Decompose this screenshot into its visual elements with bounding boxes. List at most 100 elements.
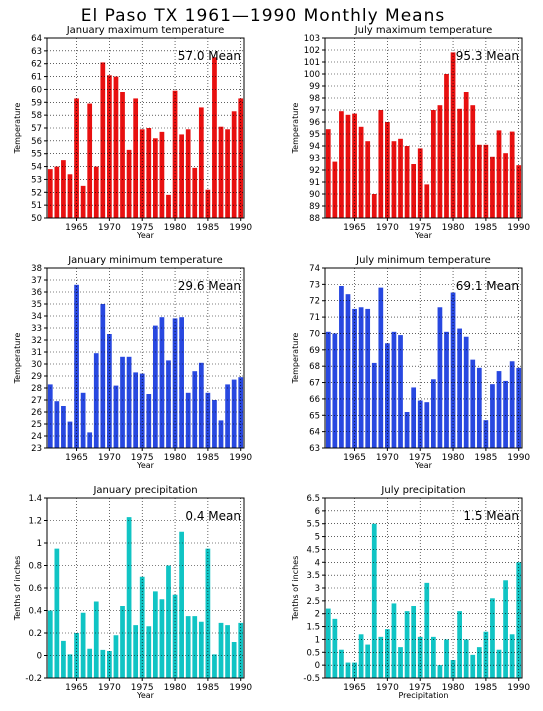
- y-tick-label: 5: [315, 533, 320, 543]
- y-tick-label: 30: [31, 360, 42, 370]
- bar: [67, 421, 73, 448]
- bar: [391, 141, 397, 218]
- y-tick-label: 0.4: [28, 607, 42, 617]
- bar: [198, 621, 204, 678]
- bar: [437, 665, 443, 678]
- bar: [152, 591, 158, 679]
- bar: [457, 328, 462, 448]
- bar: [457, 611, 462, 678]
- bar: [398, 335, 403, 448]
- bar: [159, 131, 165, 218]
- bar: [503, 380, 508, 448]
- y-tick-label: 0.8: [28, 562, 42, 572]
- bar: [205, 392, 211, 448]
- y-tick-label: 5.5: [306, 520, 320, 530]
- bar: [483, 144, 489, 218]
- bar: [345, 294, 351, 448]
- y-tick-label: 0.5: [306, 648, 320, 658]
- bar: [358, 307, 364, 448]
- y-tick-label: 60: [31, 85, 42, 95]
- y-tick-label: 66: [309, 395, 320, 405]
- y-tick-label: 6: [315, 507, 320, 517]
- bar: [430, 636, 436, 678]
- mean-annotation: 95.3 Mean: [456, 49, 519, 63]
- bar: [378, 287, 384, 448]
- plot-frame: [324, 267, 523, 449]
- x-tick-label: 1970: [376, 683, 399, 693]
- x-tick-label: 1990: [229, 683, 252, 693]
- x-tick-label: 1980: [164, 683, 187, 693]
- bar: [179, 317, 184, 448]
- x-tick-label: 1985: [196, 683, 219, 693]
- chart-title: January minimum temperature: [67, 255, 223, 266]
- bar: [404, 611, 410, 678]
- y-tick-label: 90: [309, 190, 320, 200]
- y-tick-label: 62: [31, 60, 42, 70]
- y-tick-label: 37: [31, 276, 42, 286]
- bar: [218, 420, 224, 448]
- bar: [345, 114, 351, 218]
- y-tick-label: 74: [309, 264, 320, 274]
- bar: [231, 642, 237, 678]
- bar: [365, 308, 371, 448]
- mean-annotation: 69.1 Mean: [456, 279, 519, 293]
- y-tick-label: 70: [309, 329, 320, 339]
- bar: [430, 110, 436, 218]
- bar: [100, 62, 106, 219]
- bar: [185, 392, 191, 448]
- chart-title: July precipitation: [380, 485, 465, 496]
- y-tick-label: -0.2: [25, 674, 42, 684]
- bar: [185, 129, 191, 218]
- y-tick-label: 31: [31, 348, 42, 358]
- x-tick-label: 1990: [229, 223, 252, 233]
- mean-annotation: 1.5 Mean: [463, 509, 519, 523]
- y-axis-label: Tenths of inches: [291, 556, 300, 622]
- y-tick-label: 88: [309, 214, 320, 224]
- bar: [152, 325, 158, 448]
- bar: [61, 406, 66, 448]
- bar: [463, 92, 469, 218]
- x-tick-label: 1980: [442, 683, 465, 693]
- bar: [391, 603, 397, 678]
- bar: [152, 138, 158, 218]
- bar: [398, 647, 403, 678]
- bar: [358, 126, 364, 218]
- x-tick-label: 1980: [164, 453, 187, 463]
- x-tick-label: 1980: [442, 223, 465, 233]
- bar: [67, 654, 73, 679]
- y-tick-label: 1.2: [28, 517, 42, 527]
- bar: [185, 616, 191, 679]
- bar: [113, 635, 119, 678]
- bar: [444, 639, 449, 678]
- y-tick-label: 53: [31, 175, 42, 185]
- bar: [120, 92, 125, 218]
- bar: [54, 401, 60, 448]
- y-tick-label: 91: [309, 178, 320, 188]
- bar: [371, 362, 377, 448]
- bar: [218, 126, 224, 218]
- bar: [133, 98, 139, 218]
- y-tick-label: 71: [309, 313, 320, 323]
- bar: [192, 371, 198, 448]
- bar: [509, 361, 515, 448]
- bar: [100, 304, 106, 448]
- bar: [470, 654, 476, 678]
- y-tick-label: 4: [315, 558, 320, 568]
- x-tick-label: 1975: [409, 683, 432, 693]
- bar: [113, 385, 119, 448]
- bar: [476, 367, 482, 448]
- bar: [365, 141, 371, 218]
- bar: [470, 105, 476, 218]
- x-axis-label: Year: [136, 231, 155, 240]
- bar: [437, 307, 443, 448]
- mean-annotation: 57.0 Mean: [178, 49, 241, 63]
- x-axis-label: Year: [414, 461, 433, 470]
- bar: [120, 606, 125, 678]
- bar: [404, 412, 410, 448]
- x-tick-label: 1970: [98, 223, 121, 233]
- y-tick-label: 26: [31, 408, 42, 418]
- y-tick-label: 36: [31, 288, 42, 298]
- page-title: El Paso TX 1961—1990 Monthly Means: [81, 6, 445, 26]
- bar: [159, 317, 165, 448]
- bar: [339, 286, 344, 448]
